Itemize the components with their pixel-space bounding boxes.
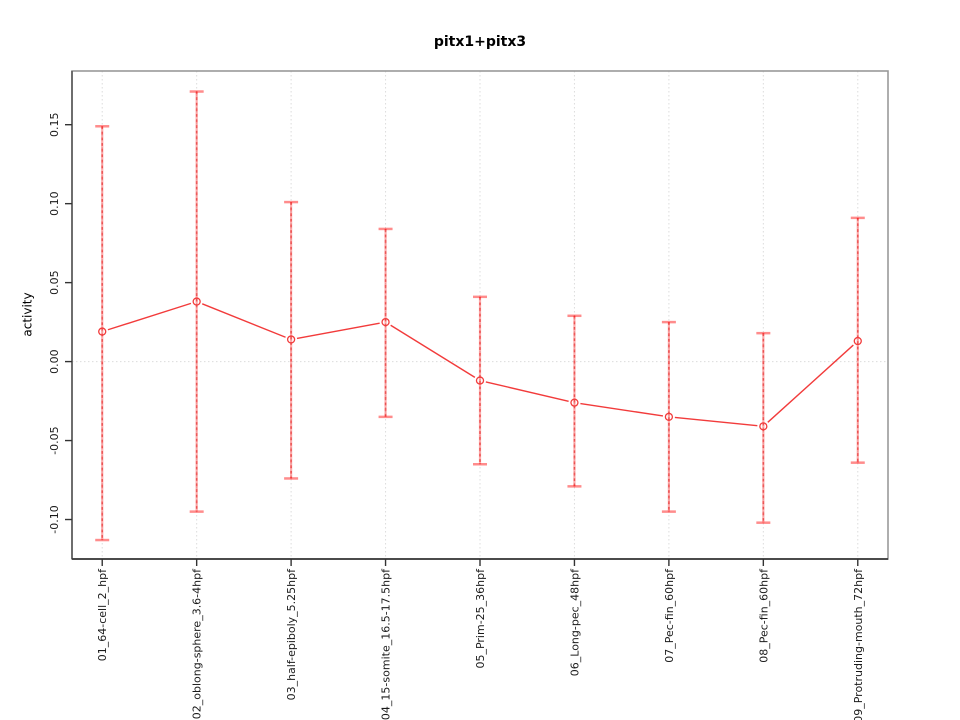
x-tick-label: 03_half-epiboly_5.25hpf bbox=[285, 568, 298, 701]
y-tick-label: 0.10 bbox=[48, 191, 61, 216]
y-tick-label: 0.00 bbox=[48, 349, 61, 374]
series-line-segment bbox=[580, 402, 664, 417]
x-tick-label: 08_Pec-fin_60hpf bbox=[757, 568, 770, 663]
x-tick-label: 06_Long-pec_48hpf bbox=[568, 568, 581, 676]
series-line-segment bbox=[485, 381, 569, 402]
data-point bbox=[286, 335, 296, 344]
x-tick-label: 04_15-somite_16.5-17.5hpf bbox=[380, 568, 393, 720]
data-point bbox=[98, 327, 107, 336]
series-line-segment bbox=[296, 322, 380, 340]
x-tick-label: 09_Protruding-mouth_72hpf bbox=[852, 568, 865, 720]
x-tick-label: 01_64-cell_2_hpf bbox=[96, 568, 109, 661]
series-line-segment bbox=[390, 324, 476, 378]
data-point bbox=[759, 422, 768, 431]
y-tick-label: -0.05 bbox=[48, 426, 61, 454]
data-point bbox=[664, 412, 674, 422]
data-point bbox=[475, 376, 485, 385]
series-line-segment bbox=[201, 303, 286, 338]
y-tick-label: -0.10 bbox=[48, 505, 61, 533]
chart-title: pitx1+pitx3 bbox=[433, 34, 527, 50]
x-tick-label: 02_oblong-sphere_3.6-4hpf bbox=[191, 568, 204, 719]
series-line-segment bbox=[767, 344, 854, 423]
y-tick-label: 0.15 bbox=[48, 112, 61, 137]
series-line-segment bbox=[674, 416, 758, 427]
data-point bbox=[853, 336, 862, 346]
data-point bbox=[381, 317, 390, 327]
data-point bbox=[570, 398, 579, 407]
series-line-segment bbox=[107, 302, 192, 331]
x-tick-label: 07_Pec-fin_60hpf bbox=[663, 568, 676, 663]
x-tick-label: 05_Prim-25_36hpf bbox=[474, 568, 487, 669]
y-tick-label: 0.05 bbox=[48, 270, 61, 295]
data-point bbox=[192, 297, 201, 306]
